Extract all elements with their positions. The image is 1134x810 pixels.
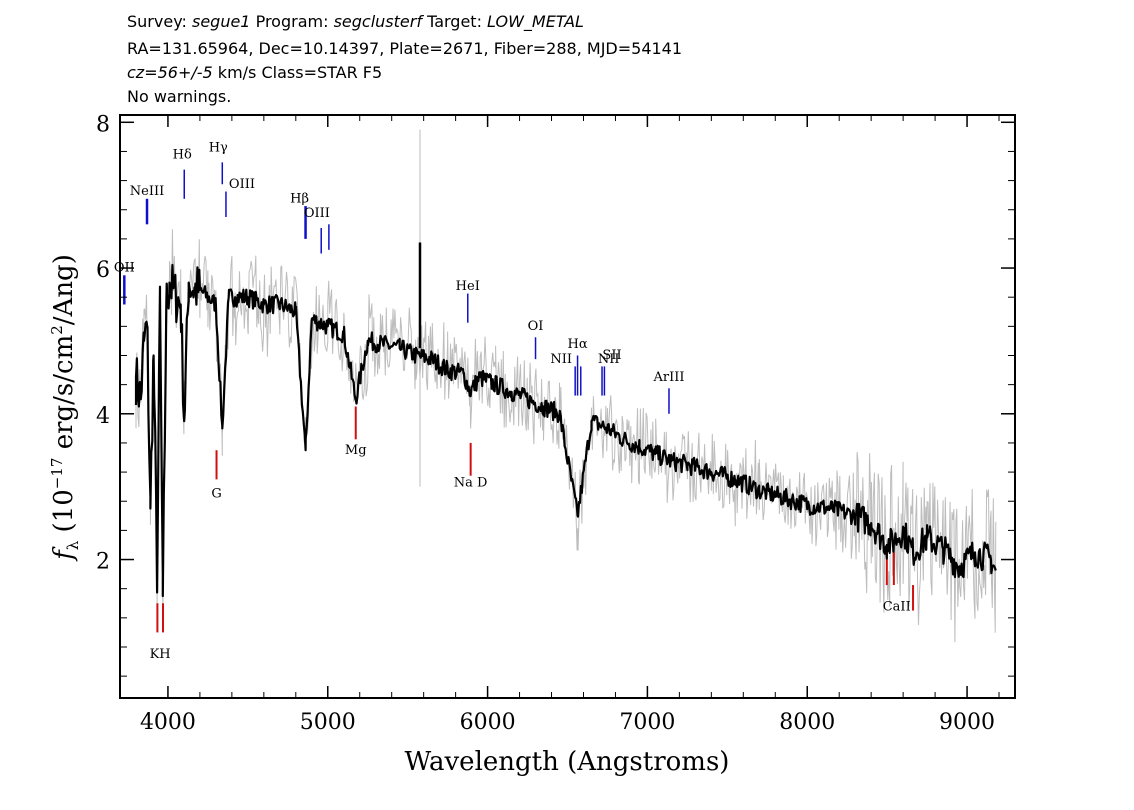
survey-value: segue1 <box>191 12 251 31</box>
absorption-line-label: Mg <box>345 443 367 458</box>
header-line-3: cz=56+/-5 km/s Class=STAR F5 <box>127 63 382 83</box>
survey-label: Survey: <box>127 12 187 31</box>
emission-line-label: SII <box>602 348 621 363</box>
emission-line-label: Hδ <box>173 148 192 163</box>
emission-line-label: ArIII <box>652 370 684 385</box>
target-value: LOW_METAL <box>487 12 584 31</box>
y-tick-label: 8 <box>96 112 110 137</box>
emission-line-label: OI <box>528 319 544 334</box>
flux-line <box>134 263 997 598</box>
absorption-line-label: G <box>211 487 221 502</box>
plot-frame <box>119 114 1016 699</box>
emission-line-label: NeIII <box>130 184 164 199</box>
program-label: Program: <box>255 12 329 31</box>
flux-series <box>134 242 997 598</box>
error-band-path <box>135 229 997 643</box>
y-tick-label: 6 <box>96 258 110 283</box>
x-tick-label: 6000 <box>460 710 516 735</box>
absorption-line-label-h: H <box>159 647 170 662</box>
x-axis-label: Wavelength (Angstroms) <box>405 747 730 777</box>
x-tick-label: 8000 <box>779 710 835 735</box>
absorption-line-label-k: K <box>150 647 160 662</box>
emission-line-label: OIII <box>304 206 330 221</box>
y-tick-label: 2 <box>96 550 110 575</box>
header-line-1: Survey: segue1 Program: segclusterf Targ… <box>127 12 584 32</box>
x-tick-label: 9000 <box>939 710 995 735</box>
x-tick-label: 4000 <box>140 710 196 735</box>
error-band <box>135 129 997 643</box>
class-value: km/s Class=STAR F5 <box>212 63 383 82</box>
absorption-line-label: Na D <box>454 476 488 491</box>
x-tick-label: 5000 <box>300 710 356 735</box>
emission-line-label: Hα <box>568 337 588 352</box>
y-tick-label: 4 <box>96 404 110 429</box>
emission-line-label: NII <box>598 352 620 367</box>
emission-line-label: Hβ <box>290 191 309 206</box>
axes: 4000 5000 6000 7000 8000 9000 2 4 6 8 <box>96 112 1015 735</box>
emission-line-label: HeI <box>456 279 480 294</box>
program-value: segclusterf <box>333 12 422 31</box>
absorption-line-label: KH <box>150 647 171 662</box>
x-tick-label: 7000 <box>619 710 675 735</box>
target-label: Target: <box>427 12 482 31</box>
header-line-2: RA=131.65964, Dec=10.14397, Plate=2671, … <box>127 39 683 58</box>
absorption-line-label: CaII <box>883 600 911 615</box>
emission-line-label: NII <box>550 352 572 367</box>
redshift-value: cz=56+/-5 <box>127 63 213 82</box>
emission-line-label: Hγ <box>209 140 228 155</box>
y-axis-label: fλ (10−17 erg/s/cm2/Ang) <box>48 254 82 562</box>
emission-line-label: OIII <box>229 177 255 192</box>
header-line-4: No warnings. <box>127 87 232 106</box>
